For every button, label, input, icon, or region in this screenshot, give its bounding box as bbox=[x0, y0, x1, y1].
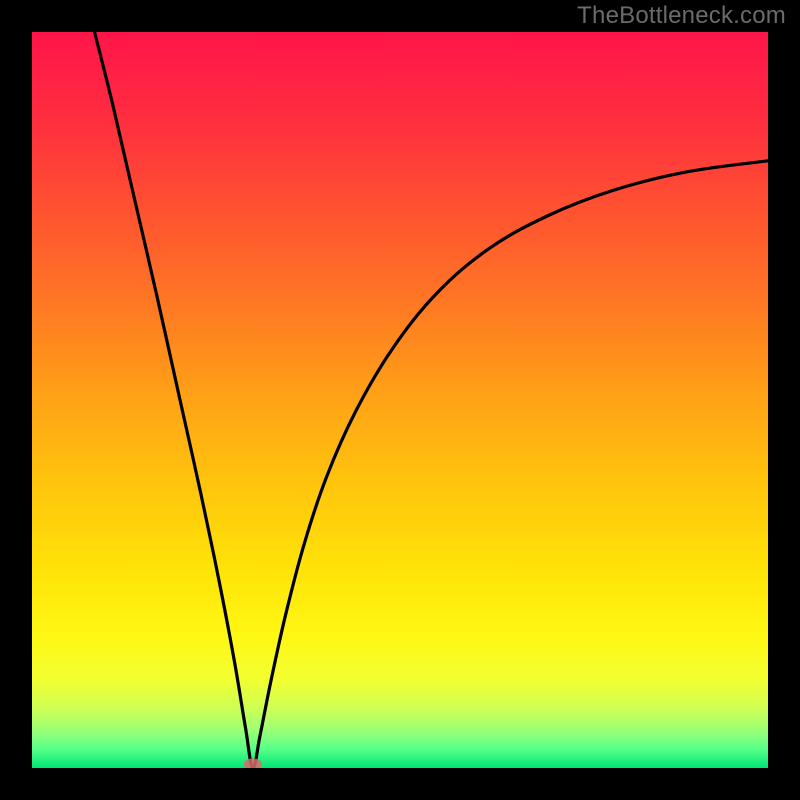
bottleneck-chart bbox=[0, 0, 800, 800]
watermark-text: TheBottleneck.com bbox=[577, 2, 786, 30]
chart-container: TheBottleneck.com bbox=[0, 0, 800, 800]
plot-background bbox=[32, 32, 768, 768]
